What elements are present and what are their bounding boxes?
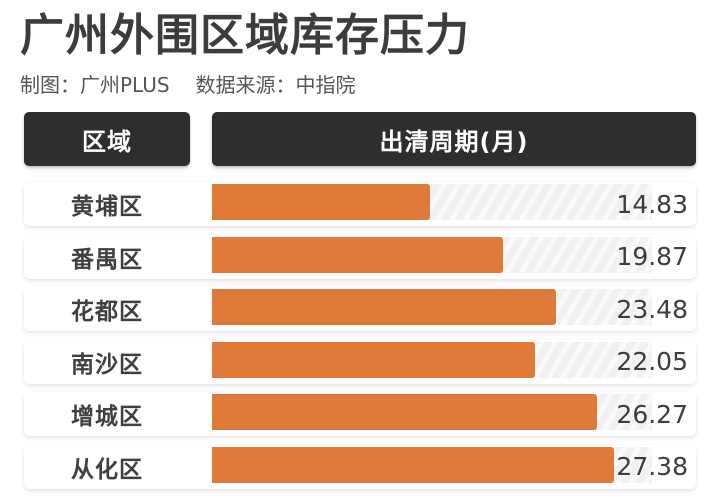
bar-rows: 黄埔区 14.83 番禺区 19.87 花都区 23.48 南沙区 22.05 … [24, 182, 696, 498]
bar [212, 184, 430, 220]
bar [212, 341, 536, 378]
table-row: 黄埔区 14.83 [24, 182, 696, 226]
value-label: 22.05 [616, 347, 688, 377]
bar [212, 289, 557, 326]
chart-title: 广州外围区域库存压力 [20, 10, 470, 61]
table-row: 增城区 26.27 [24, 392, 696, 437]
table-row: 花都区 23.48 [24, 287, 696, 332]
region-label: 增城区 [71, 404, 143, 431]
value-label: 27.38 [616, 452, 688, 482]
value-label: 19.87 [616, 242, 688, 272]
chart-subtitle: 制图：广州PLUS 数据来源：中指院 [20, 72, 356, 98]
bar [212, 236, 504, 273]
bar [212, 446, 614, 483]
column-header-period: 出清周期(月) [212, 112, 696, 166]
region-label: 从化区 [71, 456, 143, 483]
column-header-region: 区域 [24, 112, 190, 166]
credit-text: 制图：广州PLUS [20, 73, 170, 97]
region-label: 花都区 [71, 299, 143, 326]
value-label: 23.48 [616, 294, 688, 324]
bar [212, 394, 598, 431]
region-label: 番禺区 [71, 246, 143, 273]
table-row: 南沙区 22.05 [24, 339, 696, 384]
value-label: 14.83 [616, 189, 688, 219]
value-label: 26.27 [616, 399, 688, 429]
region-label: 南沙区 [71, 351, 143, 378]
source-text: 数据来源：中指院 [195, 73, 356, 97]
table-row: 从化区 27.38 [24, 444, 696, 489]
region-label: 黄埔区 [71, 194, 143, 220]
table-row: 番禺区 19.87 [24, 234, 696, 279]
